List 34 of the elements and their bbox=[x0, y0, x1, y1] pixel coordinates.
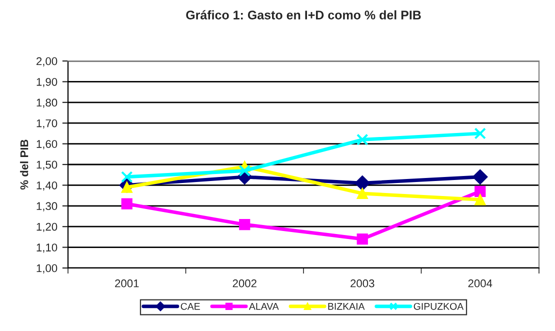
y-tick-label: 1,80 bbox=[36, 98, 58, 108]
y-tick-label: 1,30 bbox=[36, 202, 58, 212]
point bbox=[239, 218, 250, 230]
point bbox=[474, 194, 486, 206]
y-tick-label: 1,90 bbox=[36, 78, 58, 88]
y-tick-label: 1,70 bbox=[36, 119, 58, 129]
y-tick-label: 1,60 bbox=[36, 140, 58, 150]
x-tick-label: 2002 bbox=[232, 279, 256, 288]
point bbox=[356, 134, 368, 146]
y-tick-label: 1,00 bbox=[36, 264, 58, 274]
point bbox=[121, 182, 132, 193]
point bbox=[354, 176, 370, 191]
point bbox=[474, 186, 486, 197]
legend-label: BIZKAIA bbox=[328, 303, 365, 310]
point bbox=[474, 128, 486, 140]
x-tick-label: 2001 bbox=[115, 279, 139, 288]
point bbox=[356, 233, 368, 245]
x-tick-label: 2003 bbox=[350, 279, 374, 288]
y-tick-label: 1,40 bbox=[36, 181, 58, 191]
y-tick-label: 1,50 bbox=[36, 160, 58, 170]
y-tick-label: 1,20 bbox=[36, 222, 58, 232]
point bbox=[121, 198, 132, 210]
chart-title: Gráfico 1: Gasto en I+D como % del PIB bbox=[186, 10, 421, 20]
point bbox=[238, 164, 251, 177]
y-tick-label: 1,10 bbox=[36, 244, 58, 253]
y-axis-title: % del PIB bbox=[20, 140, 28, 190]
legend-label: GIPUZKOA bbox=[414, 302, 464, 310]
legend-label: CAE bbox=[180, 302, 200, 310]
point bbox=[472, 169, 488, 184]
y-tick-label: 2,00 bbox=[36, 57, 58, 66]
legend-label: ALAVA bbox=[248, 303, 279, 310]
x-tick-label: 2004 bbox=[468, 279, 492, 288]
point bbox=[120, 171, 133, 183]
point bbox=[356, 188, 368, 200]
